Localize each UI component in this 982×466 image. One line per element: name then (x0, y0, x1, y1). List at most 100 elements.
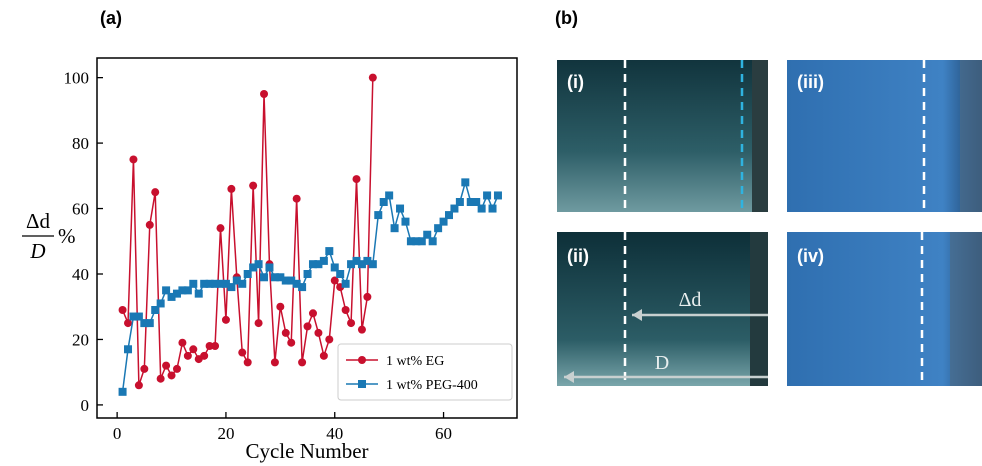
data-point (243, 358, 252, 367)
data-point (156, 299, 165, 308)
data-point (276, 302, 285, 311)
tile-label: (ii) (567, 246, 589, 266)
data-point (249, 263, 258, 272)
data-point (129, 312, 138, 321)
data-point (341, 306, 350, 314)
panel-label: (a) (100, 8, 122, 28)
data-point (162, 361, 171, 370)
plot: 0 20 40 60 80 100 0 20 40 60 1 wt% EG 1 wt% PEG-400 (64, 57, 518, 443)
photo (787, 232, 982, 386)
data-point (374, 211, 383, 220)
data-point (336, 270, 345, 278)
data-point (221, 315, 230, 324)
data-point (189, 279, 198, 288)
data-point (466, 198, 475, 206)
data-point (129, 155, 138, 164)
legend-label: 1 wt% EG (386, 354, 444, 369)
data-point (352, 175, 361, 184)
data-point (406, 237, 415, 246)
data-point (450, 204, 459, 213)
data-point (363, 256, 372, 265)
data-point (461, 178, 470, 187)
data-point (270, 273, 279, 282)
data-point (254, 319, 263, 328)
data-point (308, 309, 317, 318)
x-tick-label: 60 (435, 424, 452, 443)
data-point (200, 351, 209, 360)
data-point (118, 387, 127, 396)
data-point (330, 263, 339, 272)
data-point (265, 263, 274, 272)
data-point (178, 286, 187, 295)
y-tick-label: 0 (81, 396, 90, 415)
frost-edge (750, 232, 768, 386)
data-point (243, 270, 252, 278)
data-point (162, 286, 171, 295)
y-label-denominator: D (29, 239, 45, 263)
data-point (401, 217, 410, 226)
data-point (221, 279, 230, 288)
data-point (124, 345, 133, 354)
annotation: Δd (679, 289, 702, 311)
data-point (270, 358, 279, 367)
y-label-unit: % (58, 224, 76, 248)
data-point (379, 198, 388, 206)
data-point (145, 319, 154, 328)
arrowhead (632, 309, 642, 321)
x-tick-label: 0 (113, 424, 122, 443)
data-point (172, 364, 181, 373)
data-point (434, 224, 443, 233)
legend-marker (358, 380, 366, 388)
legend-marker (358, 356, 366, 364)
data-point (303, 322, 312, 331)
data-point (341, 279, 350, 288)
data-point (493, 191, 502, 200)
data-point (216, 279, 225, 288)
data-point (439, 217, 448, 226)
data-point (396, 204, 405, 213)
data-point (357, 260, 366, 269)
data-point (151, 188, 160, 197)
data-point (156, 374, 165, 383)
data-point (357, 325, 366, 334)
data-point (140, 364, 149, 373)
image-tiles: (i) (iii) (ii) (iv) Δd D (557, 60, 982, 386)
data-point (477, 204, 486, 213)
data-point (308, 260, 317, 269)
data-point (385, 191, 394, 200)
data-point (140, 319, 149, 328)
data-point (444, 211, 453, 220)
data-point (189, 345, 198, 354)
data-point (260, 90, 269, 98)
data-point (167, 371, 176, 380)
x-tick-label: 40 (326, 424, 343, 443)
data-point (352, 256, 361, 265)
photo (557, 232, 768, 386)
data-point (330, 276, 339, 285)
plot-frame (96, 57, 518, 419)
data-point (281, 328, 290, 337)
data-point (292, 194, 301, 203)
data-point (232, 276, 241, 285)
data-point (227, 283, 236, 292)
legend-label: 1 wt% PEG-400 (386, 378, 478, 393)
data-point (390, 224, 399, 233)
arrowhead (564, 371, 574, 383)
data-point (347, 319, 356, 328)
data-point (319, 351, 328, 360)
data-point (145, 220, 154, 229)
data-point (276, 273, 285, 282)
data-point (347, 260, 356, 269)
data-point (455, 198, 464, 206)
photo (787, 60, 982, 212)
data-point (211, 279, 220, 288)
data-point (205, 279, 214, 288)
data-point (314, 328, 323, 337)
x-tick-label: 20 (217, 424, 234, 443)
legend-box (337, 343, 513, 401)
y-tick-label: 40 (72, 265, 89, 284)
y-label-numerator: Δd (26, 209, 51, 233)
annotation: D (655, 352, 669, 374)
data-point (200, 279, 209, 288)
